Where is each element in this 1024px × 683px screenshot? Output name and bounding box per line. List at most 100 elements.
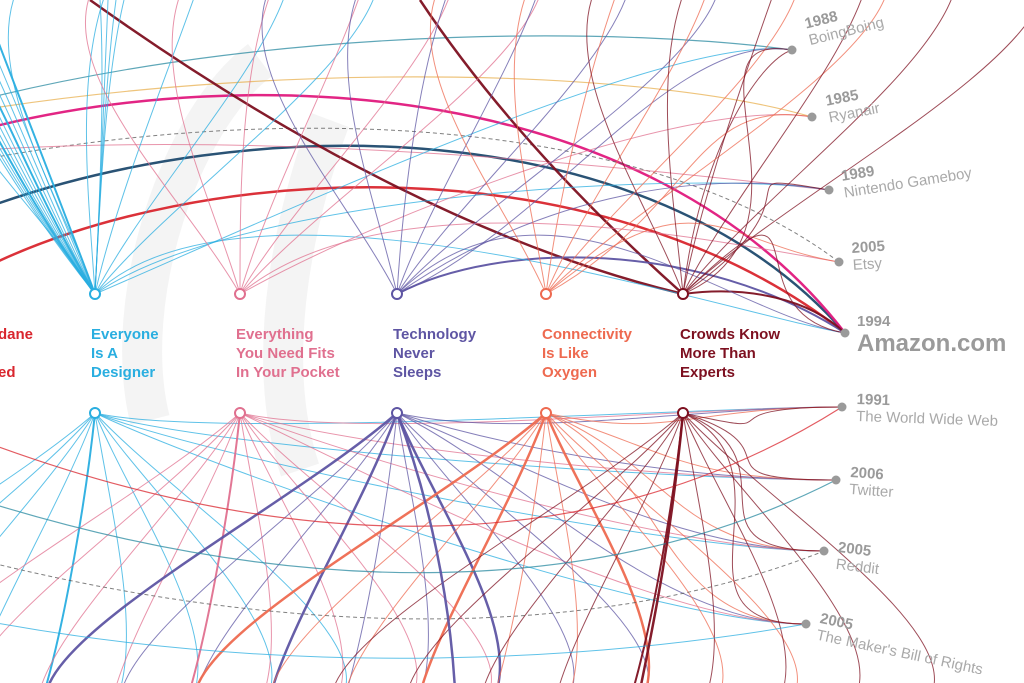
connection-line <box>0 479 837 574</box>
company-year: 1994 <box>857 313 891 330</box>
connection-line <box>682 406 843 425</box>
connection-line <box>545 222 840 295</box>
connection-line <box>0 116 96 295</box>
connection-line <box>347 0 398 295</box>
connection-line <box>682 48 793 295</box>
connection-line <box>190 412 241 683</box>
theme-node-top <box>89 288 101 300</box>
connection-line <box>0 171 96 295</box>
connection-line <box>396 412 825 552</box>
connection-line <box>396 0 626 295</box>
connection-line <box>666 0 684 295</box>
company-node <box>837 402 847 412</box>
connection-line <box>682 412 935 683</box>
connection-line <box>0 412 241 584</box>
connection-line <box>484 412 684 683</box>
company-twitter: 2006 Twitter <box>849 464 895 501</box>
connection-line <box>94 182 830 295</box>
connection-line <box>94 0 125 295</box>
connection-line <box>396 182 830 295</box>
connection-line <box>682 182 830 295</box>
connection-line <box>239 412 825 552</box>
connection-line <box>0 406 843 527</box>
connection-line <box>395 412 502 683</box>
connection-line <box>94 0 103 295</box>
connection-line <box>0 105 96 295</box>
company-name: Twitter <box>848 480 894 501</box>
company-etsy: 2005 Etsy <box>851 238 887 274</box>
connection-line <box>545 0 615 295</box>
theme-node-top <box>677 288 689 300</box>
connection-line <box>94 412 199 683</box>
theme-label-everyone-is-a-designer: Everyone Is A Designer <box>91 326 159 381</box>
connection-line <box>0 147 96 295</box>
connection-line <box>396 48 793 295</box>
connection-line <box>586 0 684 295</box>
connection-line <box>48 412 398 683</box>
connection-line <box>545 412 807 625</box>
connection-line <box>682 412 715 683</box>
connection-line <box>682 290 846 334</box>
company-amazon: 1994 Amazon.com <box>857 313 1006 358</box>
connection-line <box>396 234 846 334</box>
connection-line <box>545 114 813 295</box>
connection-line <box>0 134 96 295</box>
connection-line <box>198 412 398 683</box>
theme-label-crowds-know-more: Crowds Know More Than Experts <box>680 326 780 381</box>
connection-line <box>682 412 825 552</box>
theme-label-connectivity-is-like-oxygen: Connectivity Is Like Oxygen <box>542 326 633 381</box>
connection-line <box>418 0 684 295</box>
connection-line <box>239 412 418 683</box>
connection-line <box>545 0 705 295</box>
connection-line <box>0 43 96 295</box>
connection-line <box>545 412 837 481</box>
connection-line <box>239 222 840 295</box>
company-reddit: 2005 Reddit <box>835 539 882 578</box>
connection-line <box>197 412 547 683</box>
connection-line <box>239 412 492 683</box>
theme-label-partial: dane ed <box>0 326 34 381</box>
connection-line <box>0 127 840 263</box>
connection-line <box>0 623 807 659</box>
connection-line <box>0 412 96 617</box>
connection-line <box>0 76 813 118</box>
connection-line <box>239 412 807 625</box>
connection-line <box>84 0 241 295</box>
connection-line <box>272 412 399 683</box>
connection-line <box>94 0 374 295</box>
connection-line <box>94 412 825 552</box>
theme-node-bottom <box>89 407 101 419</box>
connection-line <box>0 144 830 191</box>
connection-line <box>0 186 846 334</box>
theme-node-bottom <box>234 407 246 419</box>
connection-line <box>41 412 241 683</box>
connection-line <box>682 234 846 334</box>
connection-line <box>7 0 96 295</box>
connection-line <box>0 550 825 620</box>
connection-line <box>682 412 787 683</box>
connection-line <box>94 0 117 295</box>
connection-line <box>239 0 359 295</box>
connection-line <box>116 412 241 683</box>
connection-line <box>682 412 807 625</box>
connection-line <box>261 0 398 295</box>
connection-line <box>682 0 772 295</box>
theme-label-technology-never-sleeps: Technology Never Sleeps <box>393 326 477 381</box>
connection-line <box>396 412 649 683</box>
company-node <box>787 45 797 55</box>
theme-node-top <box>540 288 552 300</box>
connection-line <box>94 0 194 295</box>
connection-line <box>545 0 795 295</box>
connection-line <box>94 412 273 683</box>
connection-line <box>239 412 272 683</box>
company-node <box>831 475 841 485</box>
connection-line <box>239 412 344 683</box>
connection-line <box>396 412 429 683</box>
company-node <box>801 619 811 629</box>
connection-line <box>0 140 96 295</box>
connection-line <box>497 412 547 683</box>
theme-node-bottom <box>391 407 403 419</box>
connection-line <box>0 126 96 295</box>
company-node <box>840 328 850 338</box>
